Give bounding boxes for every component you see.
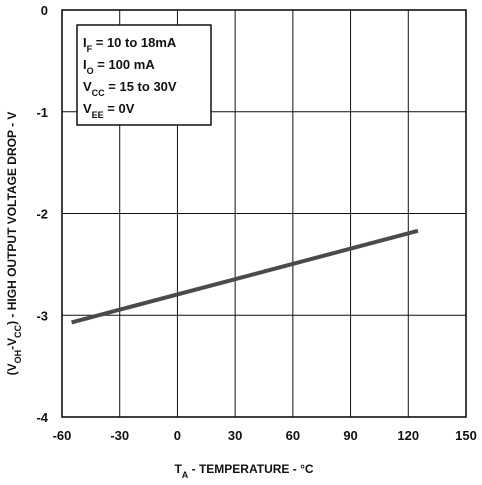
- y-tick-label: -4: [36, 410, 48, 425]
- x-tick-labels: -60 -30 0 30 60 90 120 150: [53, 428, 477, 443]
- x-tick-label: 0: [174, 428, 181, 443]
- y-tick-labels: 0 -1 -2 -3 -4: [36, 3, 48, 425]
- x-axis-title: TA - TEMPERATURE - °C: [174, 462, 313, 480]
- x-tick-label: -30: [110, 428, 129, 443]
- x-tick-label: 90: [343, 428, 357, 443]
- y-tick-label: -3: [36, 308, 48, 323]
- x-tick-label: 150: [455, 428, 477, 443]
- legend-entry: IO = 100 mA: [83, 57, 155, 76]
- x-tick-label: 120: [397, 428, 419, 443]
- legend-entry: VEE = 0V: [83, 101, 135, 120]
- x-tick-label: 30: [228, 428, 242, 443]
- legend-entry: VCC = 15 to 30V: [83, 79, 177, 98]
- y-tick-label: -2: [36, 207, 48, 222]
- series-line: [71, 228, 419, 325]
- legend-frame: [76, 24, 212, 126]
- legend-entry: IF = 10 to 18mA: [83, 35, 177, 54]
- series-layer: [71, 228, 419, 325]
- y-tick-label: 0: [41, 3, 48, 18]
- y-tick-label: -1: [36, 105, 48, 120]
- y-axis-title: (VOH-VCC) - HIGH OUTPUT VOLTAGE DROP - V: [5, 112, 23, 376]
- legend-box: IF = 10 to 18mA IO = 100 mA VCC = 15 to 30…: [76, 24, 212, 126]
- x-tick-label: 60: [286, 428, 300, 443]
- plot-frame: [61, 9, 467, 418]
- x-tick-label: -60: [53, 428, 72, 443]
